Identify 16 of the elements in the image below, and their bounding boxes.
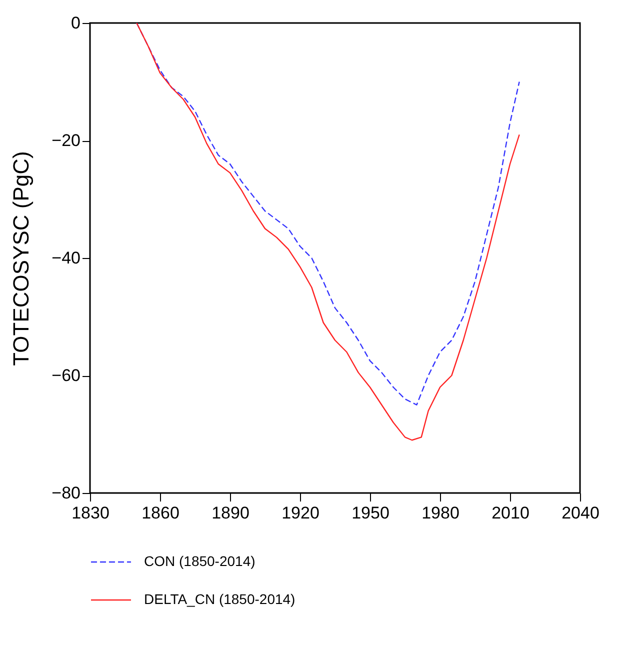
x-tick-label: 2010: [492, 504, 530, 522]
y-tick-label: −80: [52, 484, 80, 502]
x-tick-label: 1920: [282, 504, 320, 522]
y-tick-label: −20: [52, 131, 80, 150]
y-tick-label: −40: [52, 248, 80, 268]
legend-label: DELTA_CN (1850-2014): [144, 591, 296, 607]
x-tick-label: 1950: [352, 504, 390, 522]
y-tick-label: 0: [71, 14, 80, 32]
legend-label: CON (1850-2014): [144, 553, 256, 569]
y-tick-label: −60: [52, 366, 80, 385]
x-tick-label: 2040: [562, 504, 600, 522]
x-tick-label: 1890: [212, 504, 250, 522]
x-tick-label: 1860: [142, 504, 180, 522]
x-tick-label: 1980: [422, 504, 460, 522]
x-tick-label: 1830: [72, 504, 110, 522]
y-axis-title: TOTECOSYSC (PgC): [8, 151, 34, 366]
